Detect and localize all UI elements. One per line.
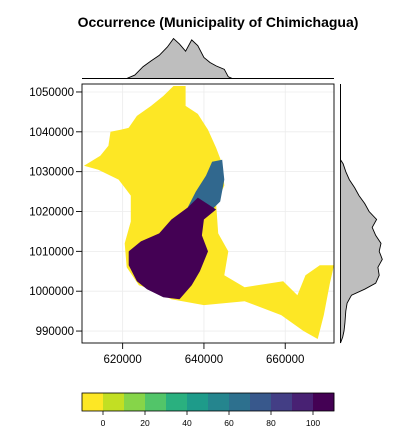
colorbar-swatch	[229, 393, 251, 411]
y-tick-label: 1000000	[29, 286, 74, 298]
y-axis: 990000 1000000 1010000 1020000 1030000 104000…	[29, 87, 82, 338]
colorbar-swatch	[124, 393, 146, 411]
colorbar: 0 20 40 60 80 100	[81, 392, 335, 428]
colorbar-tick-label: 20	[140, 418, 150, 428]
top-marginal-density-area	[82, 37, 334, 79]
colorbar-swatch	[103, 393, 125, 411]
colorbar-swatch	[292, 393, 314, 411]
y-tick-label: 1010000	[29, 246, 74, 258]
top-marginal-density	[82, 37, 334, 79]
chart-title: Occurrence (Municipality of Chimichagua)	[78, 14, 359, 30]
x-axis: 620000 640000 660000	[103, 343, 304, 366]
map-mid-occurrence-area	[187, 159, 225, 210]
colorbar-swatch	[313, 393, 335, 411]
colorbar-tick-label: 0	[101, 418, 106, 428]
colorbar-tick-label: 80	[266, 418, 276, 428]
y-tick-label: 1020000	[29, 207, 74, 219]
x-tick-label: 640000	[185, 354, 223, 366]
right-marginal-density	[340, 84, 383, 344]
map-panel	[81, 83, 335, 344]
colorbar-tick-label: 100	[306, 418, 320, 428]
map-high-occurrence-area	[128, 197, 217, 300]
map-panel-border	[81, 83, 335, 344]
colorbar-swatch	[250, 393, 272, 411]
colorbar-tick-label: 40	[182, 418, 192, 428]
y-tick-label: 1040000	[29, 127, 74, 139]
colorbar-border	[81, 392, 335, 412]
colorbar-swatch	[82, 393, 104, 411]
x-tick-label: 660000	[266, 354, 304, 366]
colorbar-swatch	[145, 393, 167, 411]
right-marginal-density-area	[340, 84, 383, 344]
y-tick-label: 990000	[36, 326, 74, 338]
colorbar-swatch	[187, 393, 209, 411]
x-tick-label: 620000	[103, 354, 141, 366]
colorbar-swatch	[208, 393, 230, 411]
y-tick-label: 1050000	[29, 87, 74, 99]
y-tick-label: 1030000	[29, 167, 74, 179]
colorbar-swatch	[166, 393, 188, 411]
colorbar-tick-label: 60	[224, 418, 234, 428]
colorbar-swatch	[271, 393, 293, 411]
